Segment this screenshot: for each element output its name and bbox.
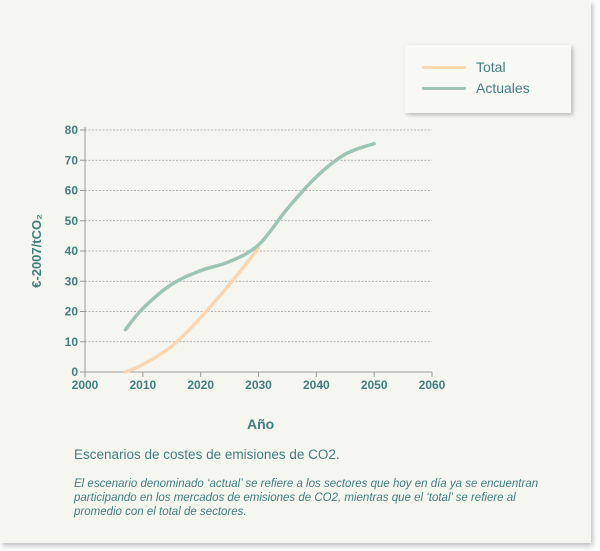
x-tick-label: 2050 — [361, 378, 388, 392]
y-axis-label: €-2007/tCO₂ — [29, 214, 44, 288]
x-axis-label: Año — [247, 416, 275, 432]
x-tick-label: 2060 — [419, 378, 446, 392]
x-tick-label: 2020 — [187, 378, 214, 392]
y-tick-label: 0 — [71, 365, 78, 379]
x-tick-label: 2010 — [129, 378, 156, 392]
figure-caption: Escenarios de costes de emisiones de CO2… — [74, 447, 340, 462]
y-tick-label: 70 — [65, 153, 79, 167]
x-tick-label: 2000 — [72, 378, 99, 392]
y-tick-label: 80 — [65, 123, 79, 137]
y-tick-label: 40 — [65, 244, 79, 258]
x-tick-label: 2030 — [245, 378, 272, 392]
y-tick-label: 10 — [65, 335, 79, 349]
legend-item-actuales: Actuales — [422, 78, 530, 98]
figure-note: El escenario denominado ‘actual’ se refi… — [74, 478, 539, 518]
y-tick-label: 20 — [65, 305, 79, 319]
legend-swatch-total — [422, 65, 466, 69]
legend-label-actuales: Actuales — [476, 80, 530, 96]
legend-item-total: Total — [422, 57, 506, 77]
y-tick-label: 50 — [65, 214, 79, 228]
x-tick-label: 2040 — [303, 378, 330, 392]
legend-swatch-actuales — [422, 86, 466, 90]
series-line-total — [123, 246, 261, 374]
y-tick-label: 60 — [65, 184, 79, 198]
chart-legend: Total Actuales — [405, 45, 571, 113]
legend-label-total: Total — [476, 59, 506, 75]
y-tick-label: 30 — [65, 274, 79, 288]
series-line-actuales — [123, 141, 376, 332]
